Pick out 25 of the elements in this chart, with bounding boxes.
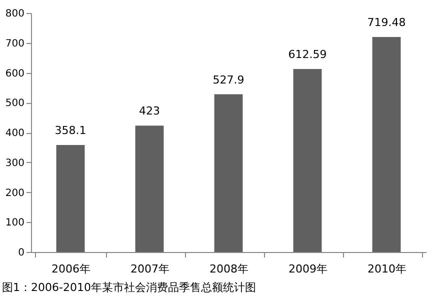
data-label: 527.9 <box>212 73 244 86</box>
y-tick-label: 0 <box>18 248 24 258</box>
x-tick-label: 2009年 <box>288 262 328 276</box>
y-tick-label: 500 <box>5 98 24 110</box>
y-tick-label: 700 <box>5 38 24 50</box>
y-tick-label: 300 <box>5 158 24 169</box>
bar <box>135 126 164 252</box>
y-tick-label: 200 <box>5 188 24 199</box>
y-tick-label: 100 <box>5 218 24 229</box>
bar <box>372 37 401 252</box>
x-tick-label: 2007年 <box>130 262 170 276</box>
y-tick-label: 800 <box>5 8 24 20</box>
data-label: 423 <box>139 104 160 118</box>
x-tick-label: 2010年 <box>368 262 406 276</box>
data-label: 612.59 <box>288 48 327 61</box>
y-tick-label: 600 <box>5 68 24 80</box>
bar <box>293 68 322 252</box>
x-tick-label: 2008年 <box>210 262 248 276</box>
y-tick-label: 400 <box>5 128 24 139</box>
bar <box>214 94 243 252</box>
data-label: 719.48 <box>367 16 406 30</box>
bar <box>56 145 85 252</box>
caption: 图1：2006-2010年某市社会消费品季售总额统计图 <box>2 280 257 295</box>
x-tick-label: 2006年 <box>52 262 90 276</box>
data-label: 358.1 <box>54 124 86 138</box>
